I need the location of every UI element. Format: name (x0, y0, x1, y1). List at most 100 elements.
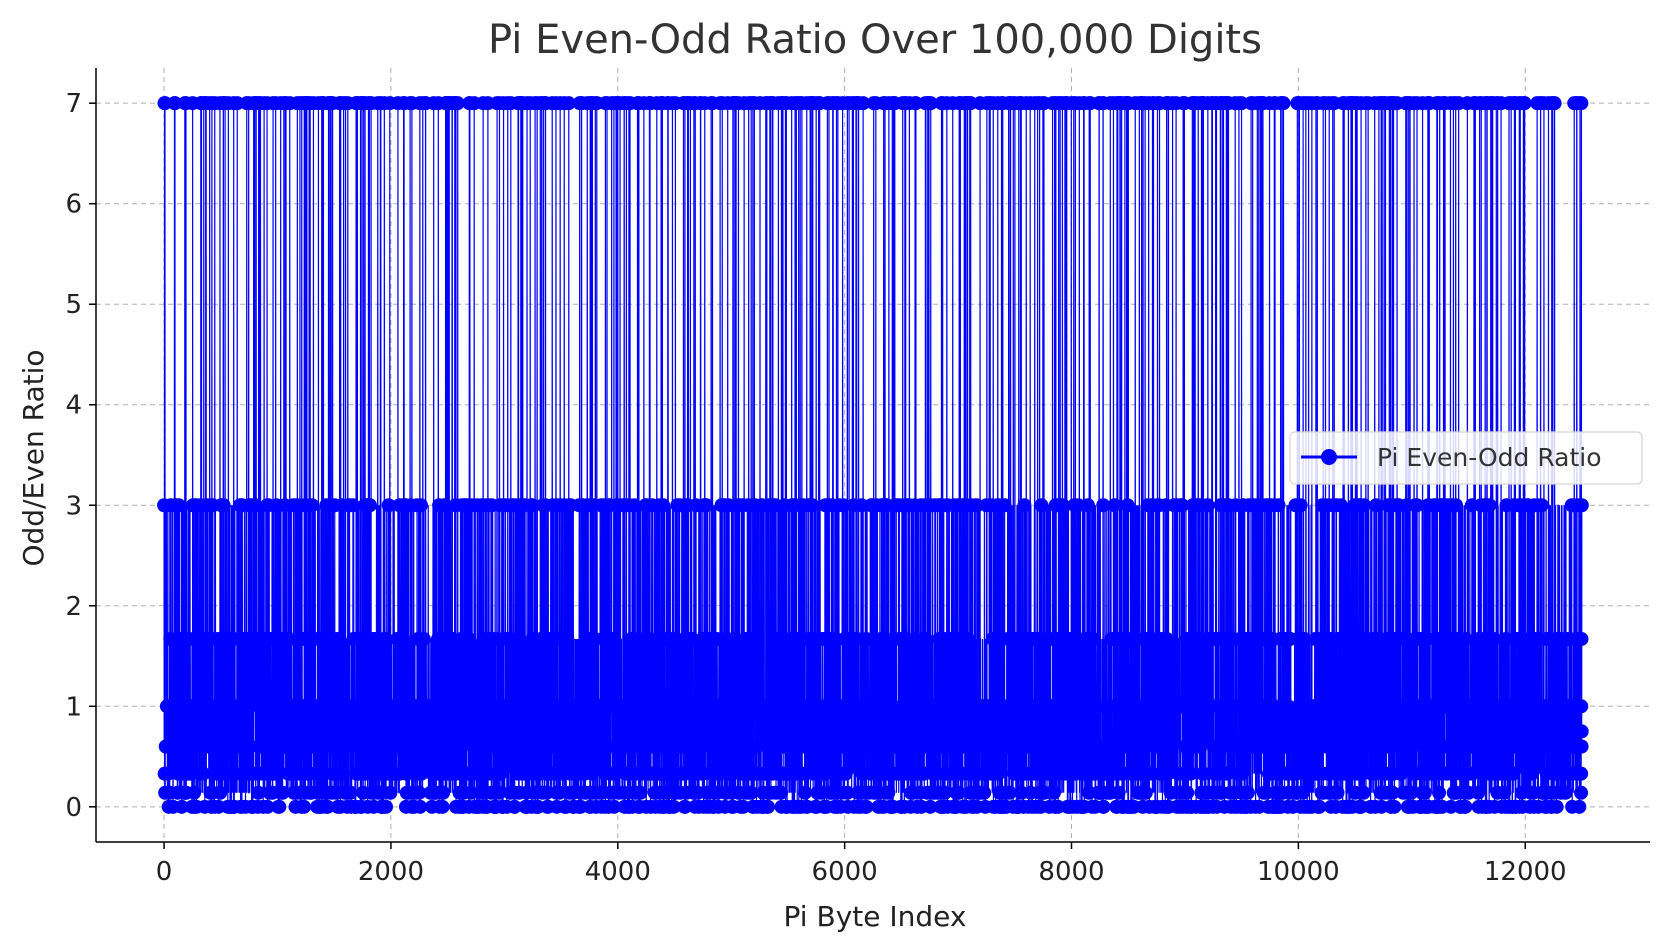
data-point (805, 498, 820, 513)
x-tick-label: 2000 (358, 857, 424, 887)
data-point (1574, 739, 1589, 754)
data-point (378, 631, 393, 646)
data-point (1333, 498, 1348, 513)
data-point (607, 631, 622, 646)
data-point (1235, 766, 1250, 781)
data-point (1271, 498, 1286, 513)
data-point (1558, 785, 1573, 800)
data-point (281, 631, 296, 646)
data-point (1574, 96, 1589, 111)
data-point (607, 799, 622, 814)
data-point (305, 498, 320, 513)
data-point (665, 631, 680, 646)
data-point (171, 498, 186, 513)
data-point (1409, 498, 1424, 513)
data-point (1086, 631, 1101, 646)
data-point (1200, 498, 1215, 513)
data-point (1549, 799, 1564, 814)
data-point (1160, 766, 1175, 781)
data-point (1357, 498, 1372, 513)
data-point (760, 799, 775, 814)
data-point (297, 799, 312, 814)
data-point (345, 498, 360, 513)
data-point (1574, 631, 1589, 646)
data-point (1276, 96, 1291, 111)
data-point (561, 96, 576, 111)
data-point (772, 631, 787, 646)
data-point (1159, 631, 1174, 646)
data-point (647, 699, 662, 714)
data-point (859, 631, 874, 646)
data-point (838, 766, 853, 781)
data-point (840, 785, 855, 800)
data-point (1297, 631, 1312, 646)
data-point (1330, 785, 1345, 800)
data-point (780, 699, 795, 714)
x-tick-label: 10000 (1257, 857, 1340, 887)
data-point (1547, 96, 1562, 111)
data-point (1324, 739, 1339, 754)
data-point (898, 631, 913, 646)
data-point (881, 785, 896, 800)
data-point (1061, 739, 1076, 754)
data-point (1497, 785, 1512, 800)
data-point (260, 799, 275, 814)
data-point (1080, 498, 1095, 513)
data-point (379, 799, 394, 814)
data-point (1281, 699, 1296, 714)
data-point (969, 498, 984, 513)
data-point (1387, 799, 1402, 814)
data-point (943, 739, 958, 754)
data-point (1096, 498, 1111, 513)
y-tick-label: 7 (65, 89, 82, 119)
data-point (241, 739, 255, 754)
data-point (383, 785, 398, 800)
data-point (272, 799, 287, 814)
data-point (463, 785, 478, 800)
y-tick-label: 1 (65, 692, 82, 722)
y-tick-label: 6 (65, 190, 82, 220)
data-point (362, 498, 377, 513)
data-point (1354, 766, 1369, 781)
data-point (924, 739, 939, 754)
data-point (744, 785, 759, 800)
data-point (1107, 498, 1122, 513)
data-point (626, 631, 641, 646)
data-point (529, 739, 544, 754)
data-point (885, 699, 900, 714)
tick-layer: 0 2000 4000 6000 8000 10000 12000 0 1 2 3 4 5 6 7 (65, 89, 1566, 887)
data-point (1408, 766, 1423, 781)
data-point (1397, 631, 1412, 646)
data-point (750, 739, 765, 754)
data-point (1071, 498, 1086, 513)
data-point (1385, 785, 1400, 800)
data-point (749, 631, 764, 646)
y-tick-label: 4 (65, 391, 82, 421)
data-point (1046, 785, 1061, 800)
data-point (1175, 498, 1190, 513)
y-tick-label: 5 (65, 290, 82, 320)
legend-marker-swatch (1321, 449, 1337, 465)
data-point (960, 631, 975, 646)
data-point (1482, 498, 1497, 513)
data-point (560, 631, 575, 646)
data-point (797, 785, 812, 800)
data-point (727, 631, 742, 646)
data-point (395, 631, 410, 646)
data-point (414, 766, 429, 781)
data-point (1233, 699, 1248, 714)
data-point (1498, 631, 1513, 646)
data-point (863, 766, 878, 781)
data-point (453, 739, 468, 754)
data-point (216, 498, 231, 513)
data-point (343, 785, 358, 800)
data-point (1417, 785, 1432, 800)
data-point (187, 785, 202, 800)
data-point (213, 785, 228, 800)
data-point (854, 498, 869, 513)
data-point (161, 766, 176, 781)
data-point (1240, 785, 1255, 800)
legend-box (1289, 431, 1643, 485)
data-point (1458, 799, 1473, 814)
y-tick-label: 3 (65, 491, 82, 521)
